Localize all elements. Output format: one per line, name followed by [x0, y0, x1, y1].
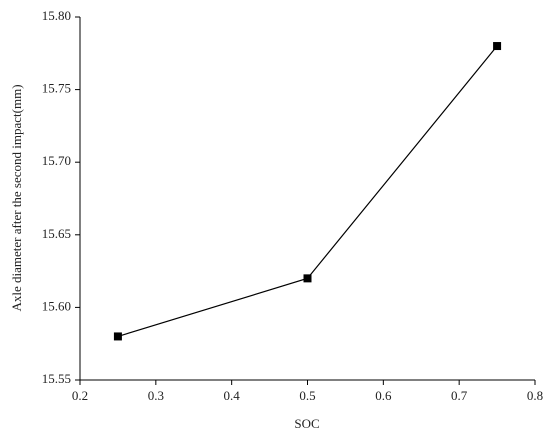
x-tick-label: 0.5 — [299, 388, 315, 403]
y-tick-label: 15.65 — [42, 226, 71, 241]
x-tick-label: 0.6 — [375, 388, 392, 403]
x-tick-label: 0.7 — [451, 388, 468, 403]
data-marker — [303, 274, 312, 283]
x-axis-label: SOC — [294, 416, 319, 431]
data-line — [117, 45, 498, 338]
data-marker — [493, 42, 502, 51]
y-tick-label: 15.80 — [42, 8, 71, 23]
x-tick-label: 0.4 — [224, 388, 241, 403]
x-tick-label: 0.8 — [527, 388, 543, 403]
y-tick-label: 15.70 — [42, 153, 71, 168]
y-tick-label: 15.60 — [42, 298, 71, 313]
y-axis-label: Axle diameter after the second impact(mm… — [9, 84, 24, 311]
data-marker — [113, 332, 122, 341]
y-tick-label: 15.75 — [42, 81, 71, 96]
x-tick-label: 0.2 — [72, 388, 88, 403]
y-tick-label: 15.55 — [42, 371, 71, 386]
x-tick-label: 0.3 — [148, 388, 164, 403]
